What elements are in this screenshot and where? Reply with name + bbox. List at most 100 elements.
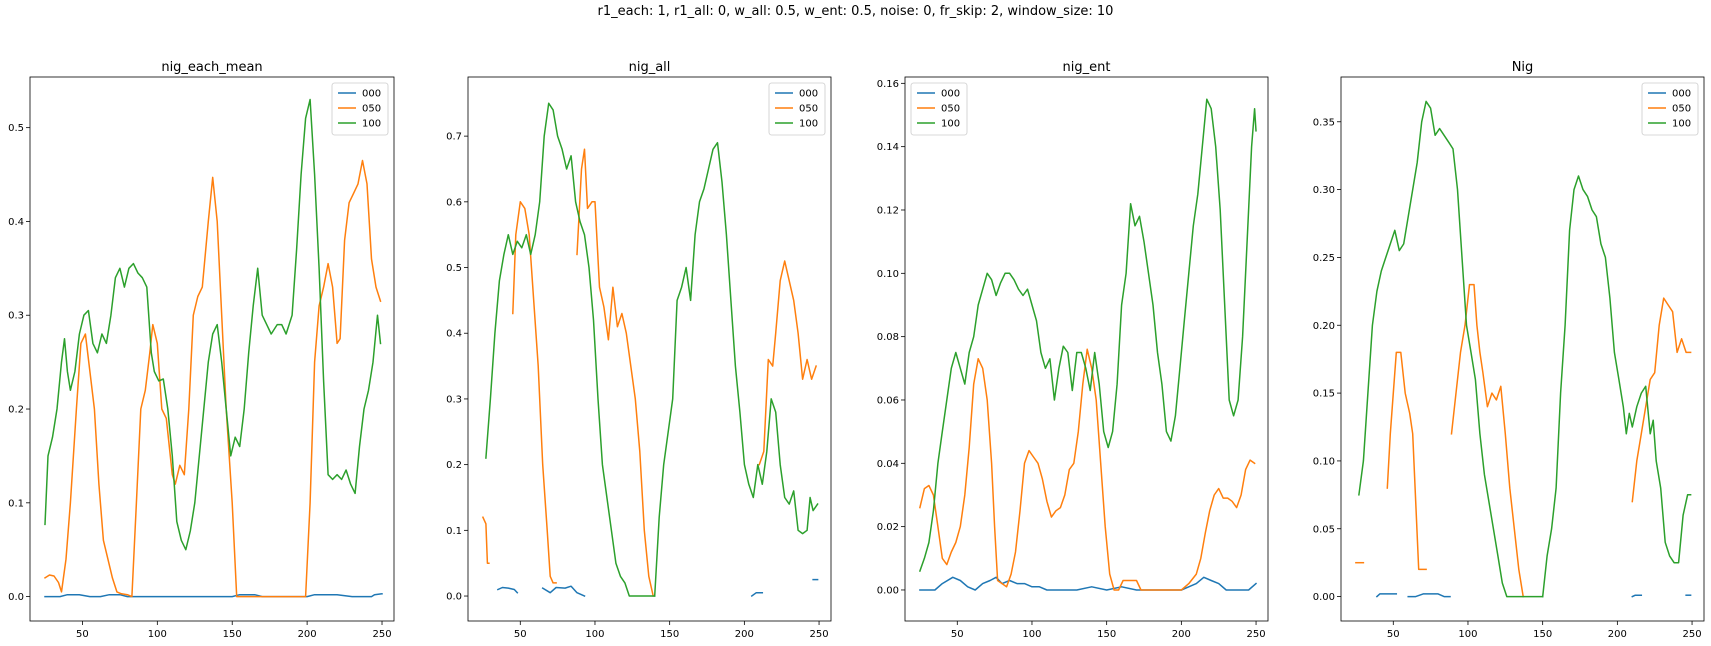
x-tick-label: 250 bbox=[372, 629, 391, 640]
y-tick-label: 0.08 bbox=[877, 332, 899, 343]
axes-frame bbox=[29, 76, 395, 622]
legend-box bbox=[910, 82, 968, 136]
series-lines bbox=[1355, 100, 1692, 598]
series-line-050 bbox=[512, 201, 557, 584]
y-tick-label: 0.2 bbox=[8, 405, 24, 416]
x-tick-label: 50 bbox=[1387, 629, 1400, 640]
axes-frame bbox=[467, 76, 832, 622]
x-tick-label: 200 bbox=[298, 629, 317, 640]
y-tick-label: 0.04 bbox=[877, 459, 899, 470]
series-line-100 bbox=[44, 98, 382, 551]
legend-label-000: 000 bbox=[799, 89, 818, 100]
series-line-100 bbox=[485, 102, 656, 597]
y-tick-label: 0.1 bbox=[446, 526, 462, 537]
legend-label-000: 000 bbox=[1672, 89, 1691, 100]
legend-label-100: 100 bbox=[799, 119, 818, 130]
subplot-1: nig_each_mean 50 100 150 200 250 0.0 0.1 0.2 0.3 0… bbox=[8, 60, 395, 640]
series-line-000 bbox=[44, 592, 383, 598]
series-line-050 bbox=[758, 260, 818, 466]
x-tick-label: 150 bbox=[1097, 629, 1116, 640]
y-tick-label: 0.20 bbox=[1313, 321, 1335, 332]
series-line-100 bbox=[653, 141, 819, 597]
legend: 000 050 100 bbox=[331, 82, 389, 136]
x-tick-label: 250 bbox=[1683, 629, 1702, 640]
legend-label-050: 050 bbox=[799, 104, 818, 115]
y-tick-label: 0.10 bbox=[877, 269, 899, 280]
series-line-100 bbox=[918, 98, 1257, 572]
x-tick-label: 100 bbox=[1022, 629, 1041, 640]
x-tick-label: 150 bbox=[1533, 629, 1552, 640]
legend-label-050: 050 bbox=[1672, 104, 1691, 115]
y-tick-label: 0.06 bbox=[877, 395, 899, 406]
legend: 000 050 100 bbox=[910, 82, 968, 136]
y-tick-label: 0.3 bbox=[446, 394, 462, 405]
y-tick-label: 0.5 bbox=[8, 123, 24, 134]
y-tick-label: 0.10 bbox=[1313, 456, 1335, 467]
series-line-100 bbox=[1358, 100, 1544, 598]
y-tick-label: 0.35 bbox=[1313, 117, 1335, 128]
x-tick-label: 50 bbox=[951, 629, 964, 640]
legend-box bbox=[331, 82, 389, 136]
series-line-050 bbox=[918, 348, 1256, 591]
y-tick-label: 0.2 bbox=[446, 460, 462, 471]
y-tick-label: 0.00 bbox=[1313, 592, 1335, 603]
y-tick-label: 0.00 bbox=[877, 585, 899, 596]
legend: 000 050 100 bbox=[768, 82, 826, 136]
x-tick-label: 100 bbox=[1458, 629, 1477, 640]
series-lines bbox=[918, 98, 1258, 591]
subplot-3: nig_ent 50 100 150 200 250 0.00 0.02 0.04 0.06 0.0… bbox=[877, 60, 1269, 640]
figure-suptitle: r1_each: 1, r1_all: 0, w_all: 0.5, w_ent… bbox=[597, 4, 1114, 19]
y-tick-label: 0.14 bbox=[877, 142, 899, 153]
legend-label-100: 100 bbox=[1672, 119, 1691, 130]
legend-box bbox=[1641, 82, 1699, 136]
y-tick-label: 0.30 bbox=[1313, 185, 1335, 196]
y-tick-label: 0.02 bbox=[877, 522, 899, 533]
series-line-000 bbox=[1631, 594, 1643, 598]
y-tick-label: 0.1 bbox=[8, 498, 24, 509]
x-tick-label: 200 bbox=[735, 629, 754, 640]
subplot-title: Nig bbox=[1512, 60, 1534, 75]
x-tick-label: 250 bbox=[1247, 629, 1266, 640]
y-tick-label: 0.05 bbox=[1313, 524, 1335, 535]
subplot-2: nig_all 50 100 150 200 250 0.0 0.1 0.2 0.3 0.4 0.5 0… bbox=[446, 60, 832, 640]
y-tick-label: 0.15 bbox=[1313, 389, 1335, 400]
series-line-000 bbox=[1375, 593, 1398, 598]
x-tick-label: 150 bbox=[660, 629, 679, 640]
y-tick-label: 0.5 bbox=[446, 263, 462, 274]
y-tick-label: 0.25 bbox=[1313, 253, 1335, 264]
legend-label-050: 050 bbox=[362, 104, 381, 115]
x-tick-label: 150 bbox=[223, 629, 242, 640]
x-tick-label: 200 bbox=[1172, 629, 1191, 640]
series-line-100 bbox=[1541, 175, 1692, 598]
x-tick-label: 50 bbox=[76, 629, 89, 640]
series-lines bbox=[481, 102, 819, 598]
series-line-000 bbox=[1407, 593, 1451, 598]
axes-frame bbox=[1340, 76, 1705, 622]
series-line-050 bbox=[576, 148, 655, 597]
subplot-title: nig_each_mean bbox=[161, 60, 262, 75]
y-tick-label: 0.0 bbox=[8, 592, 24, 603]
y-tick-label: 0.7 bbox=[446, 132, 462, 143]
x-tick-label: 250 bbox=[810, 629, 829, 640]
y-tick-label: 0.0 bbox=[446, 592, 462, 603]
series-line-050 bbox=[1450, 283, 1525, 598]
series-lines bbox=[43, 98, 383, 598]
series-line-050 bbox=[1386, 351, 1427, 571]
series-line-050 bbox=[481, 516, 490, 564]
series-line-000 bbox=[919, 576, 1258, 591]
x-tick-label: 50 bbox=[514, 629, 527, 640]
x-tick-label: 100 bbox=[585, 629, 604, 640]
y-tick-label: 0.16 bbox=[877, 79, 899, 90]
legend: 000 050 100 bbox=[1641, 82, 1699, 136]
series-line-000 bbox=[496, 586, 519, 594]
subplot-title: nig_all bbox=[629, 60, 671, 75]
series-line-050 bbox=[1631, 297, 1692, 503]
y-tick-label: 0.12 bbox=[877, 205, 899, 216]
y-tick-label: 0.6 bbox=[446, 197, 462, 208]
series-line-000 bbox=[541, 585, 586, 597]
legend-label-000: 000 bbox=[362, 89, 381, 100]
subplot-4: Nig 50 100 150 200 250 0.00 0.05 0.10 0.15 0.20 0.2… bbox=[1313, 60, 1705, 640]
legend-label-100: 100 bbox=[362, 119, 381, 130]
y-tick-label: 0.4 bbox=[446, 329, 462, 340]
